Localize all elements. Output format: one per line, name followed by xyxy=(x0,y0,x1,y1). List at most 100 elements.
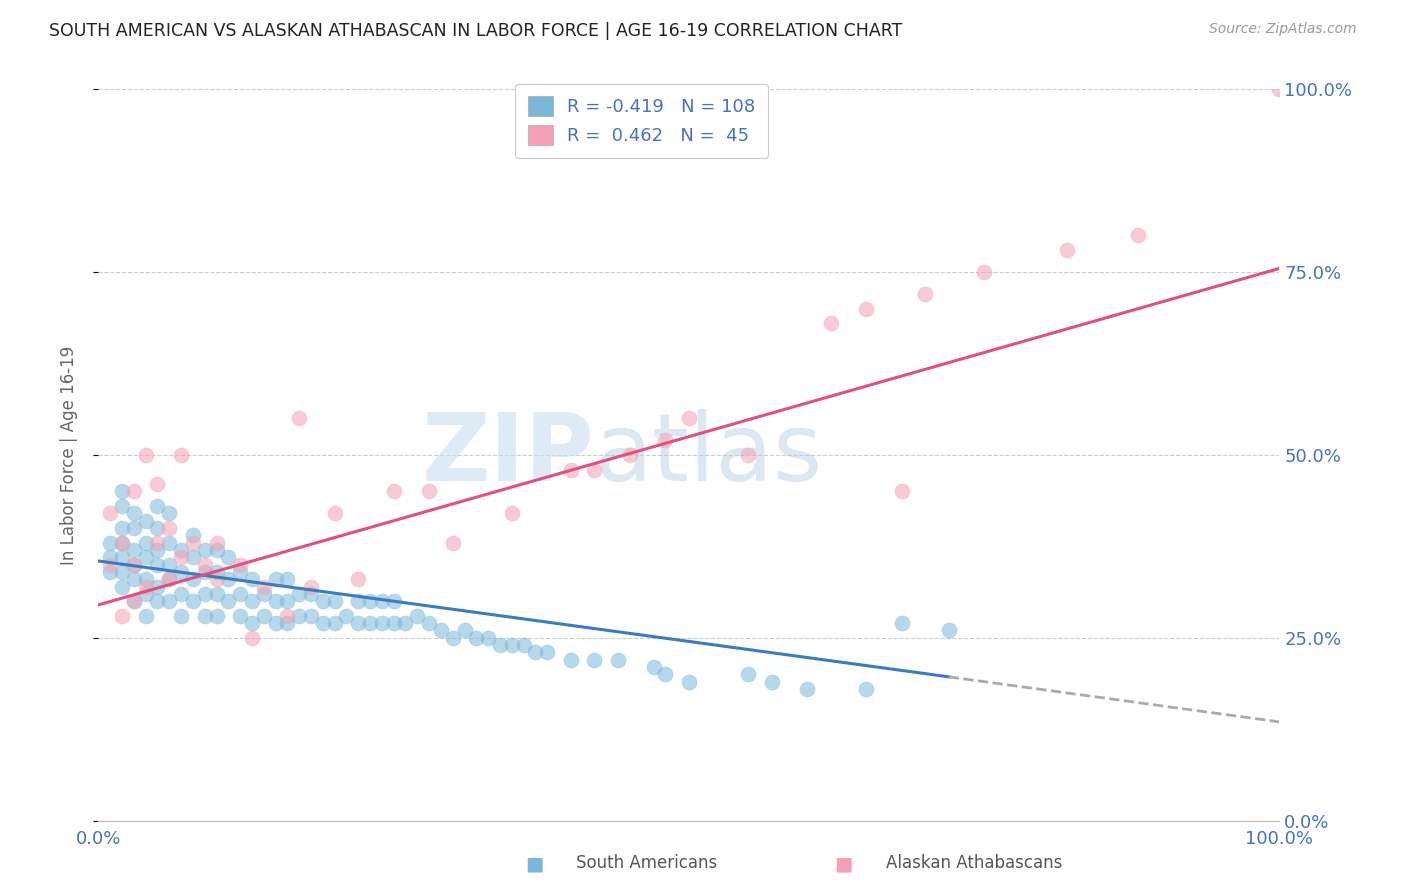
Point xyxy=(170,608,193,623)
Point xyxy=(312,616,335,631)
Point xyxy=(98,565,121,579)
Text: South Americans: South Americans xyxy=(576,855,717,872)
Point xyxy=(560,462,582,476)
Point xyxy=(98,535,121,549)
Point xyxy=(111,499,134,513)
Point xyxy=(181,535,204,549)
Point xyxy=(229,558,252,572)
Point xyxy=(288,608,311,623)
Point xyxy=(253,608,276,623)
Point xyxy=(347,572,370,586)
Point xyxy=(217,594,239,608)
Point xyxy=(170,587,193,601)
Point xyxy=(678,411,700,425)
Point xyxy=(157,572,180,586)
Point xyxy=(371,616,394,631)
Point xyxy=(276,572,298,586)
Point xyxy=(181,528,204,542)
Point xyxy=(240,594,263,608)
Point xyxy=(135,550,157,565)
Point xyxy=(205,535,228,549)
Point xyxy=(643,660,665,674)
Point xyxy=(146,499,169,513)
Point xyxy=(122,507,145,521)
Point xyxy=(761,674,783,689)
Point xyxy=(382,616,405,631)
Point xyxy=(465,631,488,645)
Point xyxy=(111,484,134,499)
Point xyxy=(170,448,193,462)
Point xyxy=(796,681,818,696)
Point xyxy=(489,638,512,652)
Point xyxy=(323,594,346,608)
Point xyxy=(111,608,134,623)
Point xyxy=(288,411,311,425)
Point xyxy=(938,624,960,638)
Point xyxy=(583,653,606,667)
Point xyxy=(205,608,228,623)
Point xyxy=(111,535,134,549)
Point xyxy=(253,580,276,594)
Point xyxy=(512,638,534,652)
Point xyxy=(678,674,700,689)
Point xyxy=(394,616,416,631)
Point xyxy=(181,572,204,586)
Point xyxy=(146,477,169,491)
Point xyxy=(122,521,145,535)
Point xyxy=(122,484,145,499)
Point xyxy=(914,287,936,301)
Point xyxy=(170,565,193,579)
Point xyxy=(194,543,217,558)
Point xyxy=(820,316,842,330)
Point xyxy=(122,572,145,586)
Text: ■: ■ xyxy=(524,854,544,873)
Point xyxy=(347,594,370,608)
Point xyxy=(135,535,157,549)
Point xyxy=(312,594,335,608)
Point xyxy=(264,616,287,631)
Point xyxy=(217,572,239,586)
Point xyxy=(181,550,204,565)
Text: ■: ■ xyxy=(834,854,853,873)
Text: atlas: atlas xyxy=(595,409,823,501)
Point xyxy=(371,594,394,608)
Point xyxy=(264,594,287,608)
Point xyxy=(111,550,134,565)
Point xyxy=(205,565,228,579)
Point xyxy=(229,565,252,579)
Point xyxy=(501,638,523,652)
Point xyxy=(98,558,121,572)
Point xyxy=(430,624,453,638)
Point xyxy=(264,572,287,586)
Point xyxy=(157,521,180,535)
Point xyxy=(146,594,169,608)
Point xyxy=(98,507,121,521)
Point xyxy=(855,681,877,696)
Point xyxy=(194,608,217,623)
Point xyxy=(737,448,759,462)
Point xyxy=(501,507,523,521)
Point xyxy=(157,572,180,586)
Point xyxy=(135,514,157,528)
Point xyxy=(146,521,169,535)
Point xyxy=(477,631,499,645)
Point xyxy=(135,448,157,462)
Point xyxy=(229,608,252,623)
Point xyxy=(335,608,357,623)
Point xyxy=(111,521,134,535)
Point xyxy=(276,608,298,623)
Point xyxy=(323,507,346,521)
Point xyxy=(205,587,228,601)
Point xyxy=(135,608,157,623)
Point xyxy=(560,653,582,667)
Point xyxy=(347,616,370,631)
Point xyxy=(111,580,134,594)
Point xyxy=(406,608,429,623)
Point xyxy=(205,543,228,558)
Text: ZIP: ZIP xyxy=(422,409,595,501)
Point xyxy=(157,594,180,608)
Point xyxy=(418,616,440,631)
Point xyxy=(1126,228,1149,243)
Legend: R = -0.419   N = 108, R =  0.462   N =  45: R = -0.419 N = 108, R = 0.462 N = 45 xyxy=(515,84,768,158)
Point xyxy=(619,448,641,462)
